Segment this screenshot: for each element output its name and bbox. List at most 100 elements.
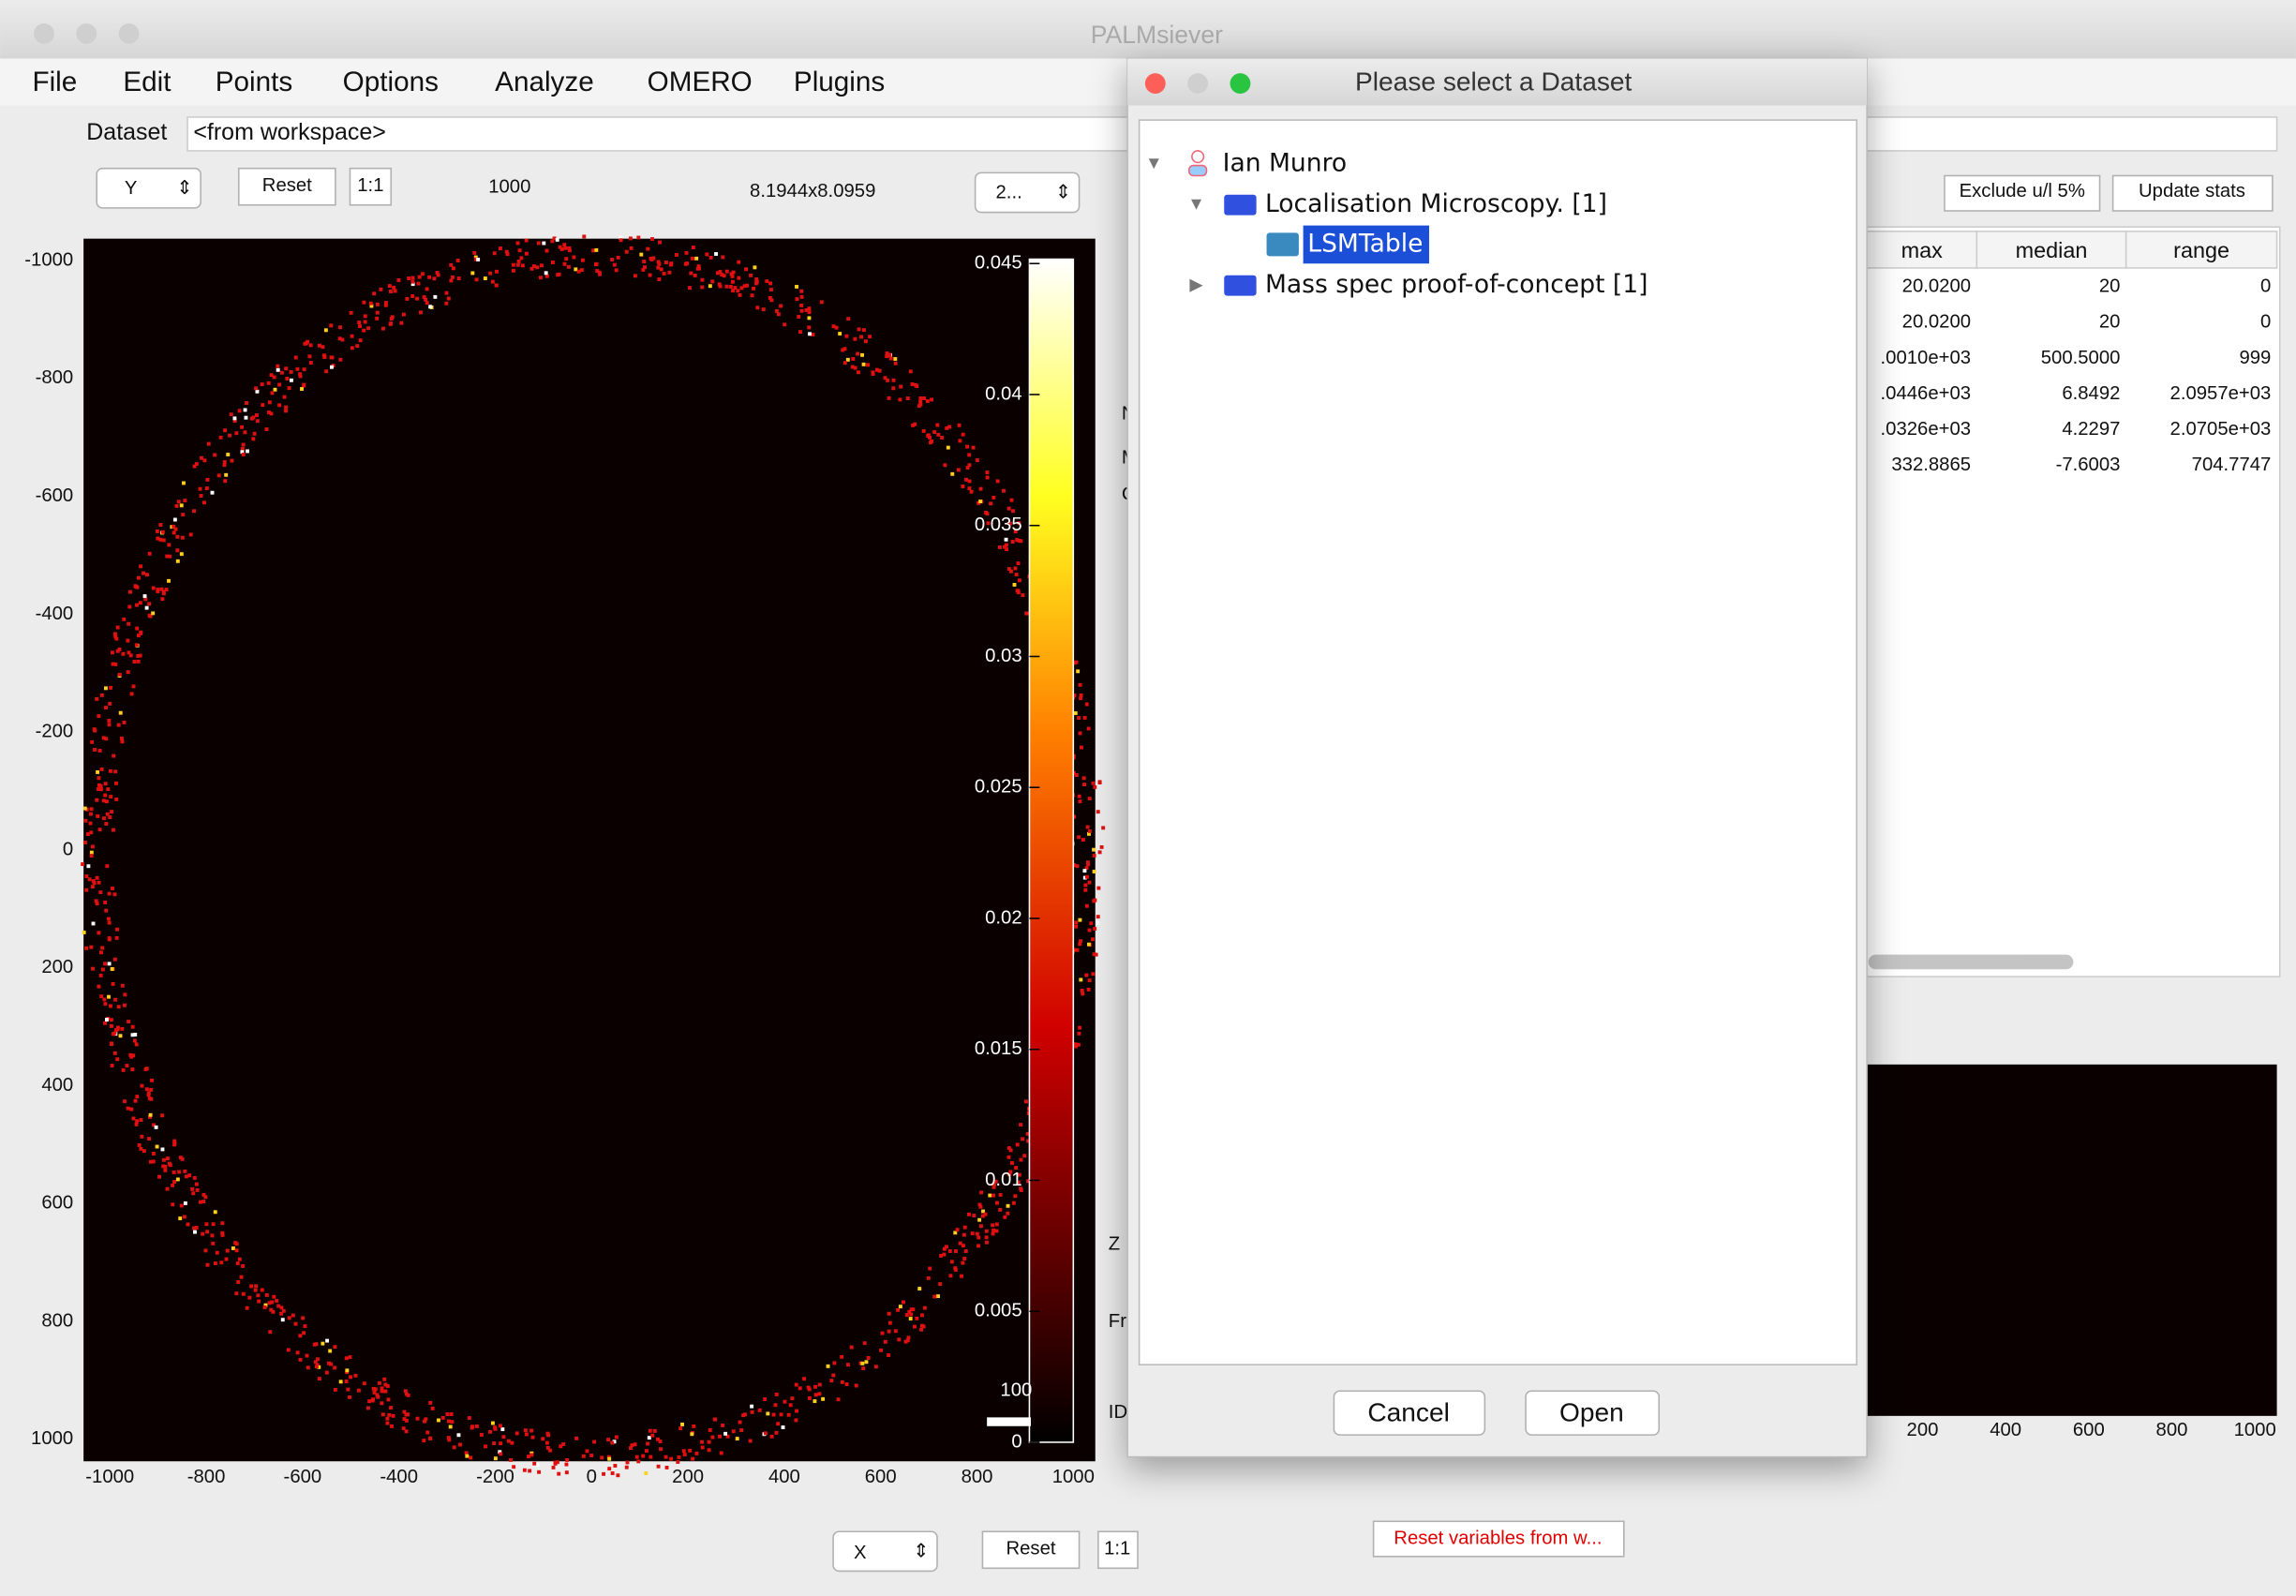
localisation-dot (105, 799, 109, 803)
localisation-dot (678, 1426, 682, 1430)
localisation-dot (650, 1434, 654, 1438)
localisation-dot (753, 265, 756, 269)
tree-node-label[interactable]: Mass spec proof-of-concept [1] (1265, 270, 1648, 299)
localisation-dot (1092, 899, 1096, 902)
localisation-dot (223, 463, 227, 467)
tree-node-label[interactable]: Localisation Microscopy. [1] (1265, 189, 1607, 218)
menu-item[interactable]: Options (343, 67, 439, 97)
localisation-dot (296, 1350, 300, 1354)
localisation-dot (350, 311, 353, 315)
close-button[interactable] (34, 23, 54, 44)
localisation-dot (338, 358, 342, 362)
localisation-dot (86, 832, 90, 836)
localisation-dot (563, 246, 567, 250)
localisation-dot (331, 355, 335, 359)
localisation-dot (254, 1289, 258, 1292)
tree-node-label[interactable]: LSMTable (1307, 229, 1423, 258)
localisation-dot (799, 304, 803, 307)
localisation-dot (493, 251, 497, 255)
localisation-dot (284, 366, 288, 370)
localisation-dot (879, 1349, 883, 1352)
localisation-dot (1019, 539, 1022, 543)
localisation-dot (669, 1457, 673, 1461)
localisation-dot (950, 1260, 954, 1263)
dialog-close[interactable] (1145, 73, 1166, 94)
localisation-dot (149, 1113, 153, 1117)
localisation-dot (333, 1345, 336, 1349)
localisation-dot (152, 587, 156, 590)
localisation-dot (1074, 711, 1078, 715)
menu-item[interactable]: Points (216, 67, 292, 97)
localisation-dot (680, 1423, 684, 1426)
localisation-dot (110, 810, 113, 813)
localisation-dot (636, 236, 640, 240)
localisation-dot (424, 298, 427, 302)
localisation-dot (285, 377, 289, 380)
localisation-dot (131, 1117, 135, 1121)
localisation-dot (780, 1412, 783, 1416)
localisation-dot (114, 782, 118, 785)
localisation-dot (750, 1405, 753, 1409)
localisation-dot (1086, 826, 1090, 829)
localisation-dot (610, 258, 614, 261)
localisation-dot (147, 602, 151, 605)
menu-item[interactable]: Edit (123, 67, 171, 97)
disclosure-arrow[interactable]: ▶ (1189, 275, 1203, 294)
localisation-dot (83, 841, 87, 844)
localisation-dot (117, 723, 121, 727)
localisation-dot (1093, 927, 1096, 931)
localisation-dot (667, 271, 671, 275)
localisation-dot (650, 258, 654, 261)
localisation-dot (249, 1284, 253, 1288)
localisation-dot (230, 459, 233, 463)
localisation-dot (985, 1241, 989, 1245)
zoom-button[interactable] (119, 23, 140, 44)
menu-item[interactable]: Analyze (495, 67, 594, 97)
localisation-dot (733, 286, 737, 290)
localisation-dot (129, 1108, 133, 1111)
minimize-button[interactable] (76, 23, 97, 44)
localisation-dot (512, 263, 515, 267)
localisation-dot (613, 263, 617, 267)
localisation-dot (644, 1471, 648, 1475)
localisation-dot (90, 854, 94, 858)
exclude-label: Exclude u/l 5% (1960, 181, 2085, 201)
localisation-dot (110, 1042, 113, 1046)
localisation-dot (807, 316, 811, 320)
localisation-dot (220, 1221, 224, 1225)
disclosure-arrow[interactable]: ▼ (1145, 153, 1163, 172)
dialog: Please select a Dataset ▼Ian Munro▼Local… (1127, 58, 1867, 1456)
localisation-dot (268, 1301, 272, 1305)
localisation-dot (378, 1381, 381, 1385)
localisation-dot (419, 310, 423, 314)
localisation-dot (130, 692, 134, 695)
x-tick-label: -200 (476, 1467, 514, 1487)
localisation-dot (885, 354, 888, 358)
localisation-dot (345, 1356, 349, 1360)
localisation-dot (261, 403, 264, 407)
localisation-dot (329, 1363, 333, 1366)
localisation-dot (724, 285, 728, 289)
menu-item[interactable]: File (32, 67, 77, 97)
localisation-dot (713, 1418, 717, 1422)
localisation-dot (1088, 797, 1092, 800)
localisation-dot (468, 1416, 471, 1420)
dialog-zoom[interactable] (1230, 73, 1250, 94)
column-header-label: range (2173, 238, 2229, 262)
localisation-dot (629, 1446, 633, 1450)
menu-item[interactable]: OMERO (648, 67, 753, 97)
user-icon (1189, 166, 1207, 176)
scrollbar[interactable] (1869, 955, 2074, 970)
localisation-dot (557, 1472, 560, 1476)
localisation-dot (300, 387, 304, 391)
localisation-dot (525, 252, 529, 256)
localisation-dot (226, 453, 230, 456)
tree-node-label[interactable]: Ian Munro (1223, 148, 1348, 177)
localisation-dot (494, 1456, 498, 1460)
localisation-dot (97, 881, 101, 885)
disclosure-arrow[interactable]: ▼ (1187, 194, 1205, 214)
menu-item[interactable]: Plugins (794, 67, 885, 97)
x-tick-label: 800 (962, 1467, 993, 1487)
dialog-minimize[interactable] (1187, 73, 1208, 94)
localisation-dot (532, 1462, 536, 1466)
